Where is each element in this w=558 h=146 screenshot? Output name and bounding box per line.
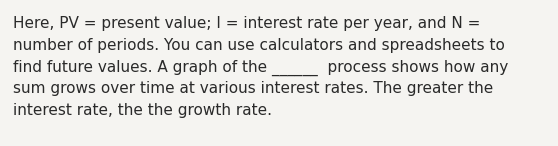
Text: sum grows over time at various interest rates. The greater the: sum grows over time at various interest … [13,81,493,96]
Text: find future values. A graph of the ______  process shows how any: find future values. A graph of the _____… [13,60,508,76]
Text: Here, PV = present value; I = interest rate per year, and N =: Here, PV = present value; I = interest r… [13,16,480,31]
Text: interest rate, the the growth rate.: interest rate, the the growth rate. [13,103,272,118]
Text: number of periods. You can use calculators and spreadsheets to: number of periods. You can use calculato… [13,38,505,53]
